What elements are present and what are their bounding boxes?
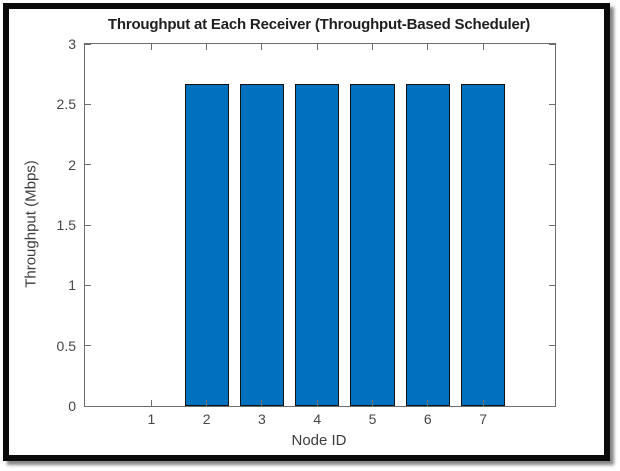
x-tick-top (482, 44, 484, 50)
y-tick-left (85, 284, 91, 286)
y-tick-left (85, 103, 91, 105)
x-axis-label: Node ID (291, 432, 347, 449)
y-tick-label-0.5: 0.5 (56, 337, 76, 354)
y-tick-left (85, 43, 91, 45)
x-tick-bottom (372, 400, 374, 406)
y-tick-left (85, 164, 91, 166)
x-tick-top (206, 44, 208, 50)
chart-title: Throughput at Each Receiver (Throughput-… (107, 16, 531, 33)
x-tick-label-1: 1 (147, 411, 156, 427)
y-tick-right (549, 405, 555, 407)
y-tick-right (549, 103, 555, 105)
y-tick-label-3: 3 (68, 36, 76, 52)
y-tick-label-2: 2 (68, 156, 76, 173)
x-tick-label-2: 2 (202, 411, 211, 427)
x-tick-label-5: 5 (368, 411, 377, 427)
x-tick-label-7: 7 (479, 411, 487, 427)
y-tick-label-0: 0 (68, 398, 76, 414)
x-tick-bottom (261, 400, 263, 406)
y-tick-right (549, 43, 555, 45)
plot-area (84, 43, 556, 407)
x-tick-label-4: 4 (313, 411, 322, 427)
y-tick-right (549, 345, 555, 347)
x-tick-bottom (316, 400, 318, 406)
figure-frame: Throughput at Each Receiver (Throughput-… (3, 3, 610, 461)
x-tick-bottom (427, 400, 429, 406)
x-tick-bottom (482, 400, 484, 406)
x-tick-top (316, 44, 318, 50)
y-tick-right (549, 164, 555, 166)
x-tick-top (427, 44, 429, 50)
x-tick-top (372, 44, 374, 50)
bar-node-5 (350, 83, 395, 406)
x-tick-label-6: 6 (423, 411, 432, 427)
x-tick-top (261, 44, 263, 50)
y-tick-right (549, 284, 555, 286)
x-tick-bottom (150, 400, 152, 406)
y-tick-left (85, 405, 91, 407)
bar-node-3 (239, 83, 285, 406)
bar-node-6 (405, 83, 450, 406)
y-tick-label-2.5: 2.5 (56, 96, 76, 113)
y-tick-label-1: 1 (68, 277, 76, 294)
bar-node-2 (184, 83, 229, 406)
x-tick-bottom (206, 400, 208, 406)
y-tick-left (85, 345, 91, 347)
bar-node-7 (461, 83, 506, 406)
x-tick-top (150, 44, 152, 50)
bar-node-4 (295, 83, 340, 406)
x-tick-label-3: 3 (258, 411, 266, 427)
y-tick-right (549, 224, 555, 226)
y-tick-label-1.5: 1.5 (56, 217, 76, 233)
y-tick-left (85, 224, 91, 226)
figure: Throughput at Each Receiver (Throughput-… (9, 9, 604, 455)
